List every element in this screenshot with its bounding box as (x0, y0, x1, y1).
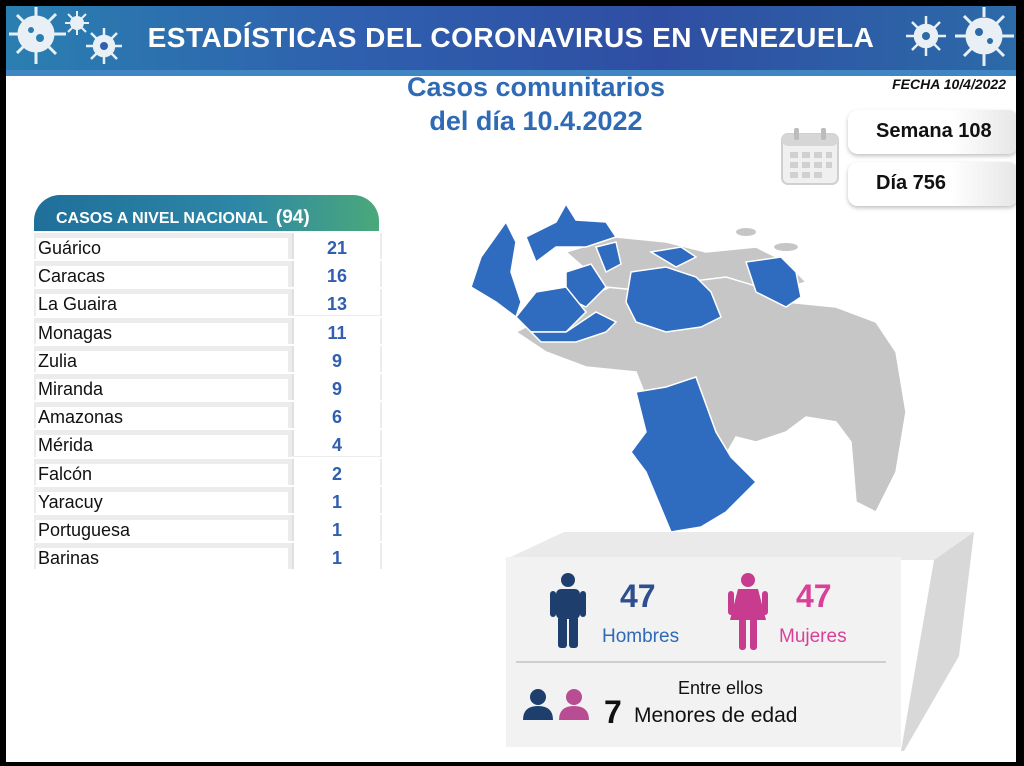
table-row: Amazonas 6 (34, 402, 382, 432)
state-name: Monagas (36, 322, 288, 347)
table-row: Mérida 4 (34, 430, 382, 460)
page-heading: Casos comunitarios del día 10.4.2022 (346, 70, 726, 138)
minors-count: 7 (604, 694, 622, 730)
child-icon (559, 689, 589, 720)
state-cases: 21 (292, 233, 380, 259)
table-row: Miranda 9 (34, 373, 382, 403)
women-label: Mujeres (779, 626, 847, 647)
state-cases: 13 (292, 289, 380, 316)
stats-divider (516, 661, 886, 663)
dia-label: Día 756 (876, 172, 947, 194)
man-icon (550, 573, 586, 648)
state-cases: 6 (292, 402, 380, 429)
map-region-falcon (525, 202, 618, 264)
table-row: Monagas 11 (34, 317, 382, 347)
men-label: Hombres (602, 626, 680, 647)
cases-table: Guárico 21 Caracas 16 La Guaira 13 Monagas 11 Zu… (34, 233, 382, 573)
state-name: Falcón (36, 463, 288, 488)
table-row: Caracas 16 (34, 261, 382, 291)
state-cases: 9 (292, 373, 380, 400)
map-region-barinas (529, 311, 618, 343)
map-region-zulia (470, 220, 522, 319)
woman-icon (728, 573, 768, 650)
state-name: La Guaira (36, 294, 288, 319)
venezuela-map (470, 202, 907, 532)
infographic: ESTADÍSTICAS DEL CORONAVIRUS EN VENEZUEL… (6, 6, 1016, 762)
table-title: CASOS A NIVEL NACIONAL (56, 210, 268, 227)
table-row: Falcón 2 (34, 458, 382, 488)
minors-label: Menores de edad (634, 704, 798, 727)
map-island (736, 228, 756, 236)
date-label: FECHA 10/4/2022 (892, 76, 1006, 92)
header-banner (6, 6, 1016, 70)
women-count: 47 (796, 578, 832, 614)
map-region-guarico (625, 266, 722, 333)
table-row: Barinas 1 (34, 543, 382, 573)
map-region-monagas (745, 256, 802, 308)
state-cases: 16 (292, 261, 380, 288)
state-name: Zulia (36, 350, 288, 375)
calendar-icon (781, 128, 839, 185)
men-count: 47 (620, 578, 656, 614)
virus-icon (65, 11, 89, 35)
state-name: Amazonas (36, 407, 288, 432)
table-row: Portuguesa 1 (34, 514, 382, 544)
state-name: Barinas (36, 548, 288, 573)
table-row: Yaracuy 1 (34, 486, 382, 516)
state-name: Guárico (36, 238, 288, 262)
state-cases: 1 (292, 514, 380, 541)
map-region-amazonas (630, 376, 758, 532)
heading-line-2: del día 10.4.2022 (429, 106, 643, 136)
table-row: Zulia 9 (34, 345, 382, 375)
dia-pill: Día 756 (848, 162, 1016, 206)
table-total: (94) (275, 207, 310, 228)
state-name: Miranda (36, 378, 288, 403)
stats-platform (504, 532, 974, 751)
semana-label: Semana 108 (876, 120, 992, 142)
state-name: Portuguesa (36, 519, 288, 544)
state-cases: 1 (292, 486, 380, 513)
table-row: Guárico 21 (34, 233, 382, 262)
table-header: CASOS A NIVEL NACIONAL (94) (34, 195, 379, 231)
state-cases: 1 (292, 543, 380, 570)
map-island (774, 243, 798, 251)
minors-intro: Entre ellos (678, 678, 764, 698)
map-region-la-guaira (648, 246, 698, 268)
virus-icon (86, 28, 122, 64)
semana-pill: Semana 108 (848, 110, 1016, 154)
state-name: Mérida (36, 435, 288, 460)
virus-icon (9, 7, 66, 64)
state-cases: 2 (292, 458, 380, 485)
heading-line-1: Casos comunitarios (406, 72, 666, 102)
table-row: La Guaira 13 (34, 289, 382, 319)
child-icon (523, 689, 553, 720)
virus-icon (906, 16, 946, 56)
banner-title: ESTADÍSTICAS DEL CORONAVIRUS EN VENEZUEL… (147, 22, 875, 53)
state-cases: 4 (292, 430, 380, 457)
virus-icon (955, 7, 1014, 66)
state-cases: 9 (292, 345, 380, 372)
state-name: Caracas (36, 266, 288, 291)
state-name: Yaracuy (36, 491, 288, 516)
map-region-miranda (594, 241, 622, 274)
banner-stripe (6, 70, 1016, 76)
state-cases: 11 (292, 317, 380, 344)
